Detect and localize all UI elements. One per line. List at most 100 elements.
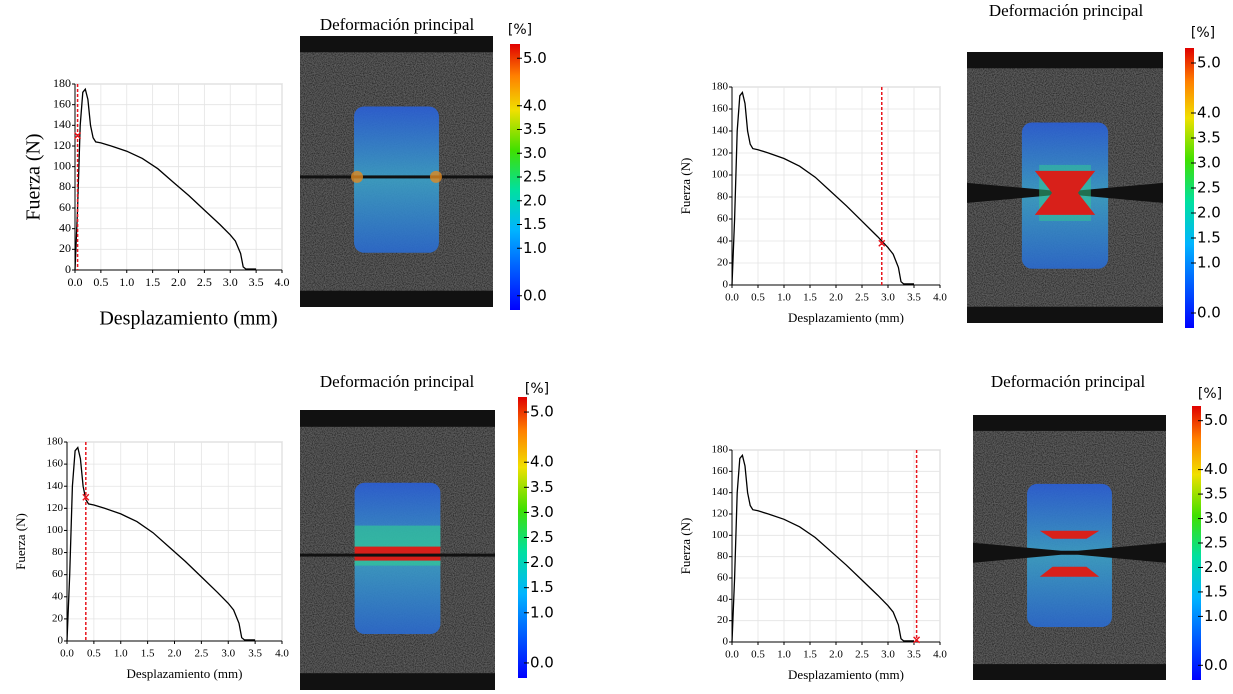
y-tick-label: 40: [717, 235, 729, 247]
x-tick-label: 3.5: [249, 275, 264, 289]
y-tick-label: 120: [712, 508, 729, 520]
colorbar-label: [%]: [525, 381, 549, 397]
colorbar-tick-label: 0.0: [1197, 304, 1221, 322]
x-tick-label: 0.0: [60, 648, 74, 660]
x-tick-label: 1.0: [777, 292, 791, 304]
y-tick-label: 180: [712, 81, 729, 93]
colorbar: [510, 44, 520, 310]
y-tick-label: 20: [52, 612, 64, 624]
x-tick-label: 1.5: [141, 648, 155, 660]
x-tick-label: 2.5: [855, 292, 869, 304]
colorbar-tick-label: 2.0: [1204, 558, 1228, 576]
x-tick-label: 1.0: [777, 649, 791, 661]
panel: 0 20 40 60 80 100 120 140 160 180 0.0 0.5 1.0 1.5 2.0 2…: [13, 372, 554, 690]
dic-image: [967, 52, 1163, 323]
colorbar-tick-label: 4.0: [1204, 460, 1228, 478]
y-tick-label: 0: [65, 262, 71, 276]
x-tick-label: 1.0: [114, 648, 128, 660]
colorbar-tick-label: 0.0: [530, 653, 554, 671]
colorbar-tick-label: 1.5: [1204, 582, 1228, 600]
dic-image: [300, 410, 495, 690]
y-tick-label: 0: [723, 636, 729, 648]
x-tick-label: 4.0: [933, 649, 947, 661]
colorbar-tick-label: 4.0: [1197, 104, 1221, 122]
x-tick-label: 0.0: [725, 649, 739, 661]
y-tick-label: 60: [717, 213, 729, 225]
y-tick-label: 60: [59, 200, 71, 214]
x-tick-label: 1.5: [803, 649, 817, 661]
image-title: Deformación principal: [991, 372, 1146, 391]
panel: 0 20 40 60 80 100 120 140 160 180 0.0 0.5 1.0 1.5 2.0 2…: [678, 372, 1228, 682]
x-axis-label: Desplazamiento (mm): [788, 310, 904, 325]
y-tick-label: 0: [58, 635, 64, 647]
colorbar-tick-label: 1.5: [530, 578, 554, 596]
y-tick-label: 160: [53, 96, 71, 110]
y-tick-label: 120: [47, 502, 64, 514]
image-title: Deformación principal: [989, 1, 1144, 20]
x-tick-label: 0.0: [68, 275, 83, 289]
colorbar-tick-label: 2.5: [1204, 534, 1228, 552]
y-axis-label: Fuerza (N): [678, 518, 693, 575]
colorbar-tick-label: 1.0: [1197, 254, 1221, 272]
colorbar-tick-label: 1.5: [523, 215, 547, 233]
x-tick-label: 4.0: [275, 648, 289, 660]
y-axis-label: Fuerza (N): [23, 133, 45, 220]
y-tick-label: 40: [717, 593, 729, 605]
marker: [913, 636, 921, 644]
x-tick-label: 3.0: [881, 649, 895, 661]
colorbar-tick-label: 5.0: [1204, 411, 1228, 429]
x-tick-label: 3.0: [221, 648, 235, 660]
colorbar-tick-label: 0.0: [1204, 656, 1228, 674]
y-tick-label: 140: [47, 480, 64, 492]
x-tick-label: 4.0: [933, 292, 947, 304]
y-axis-label: Fuerza (N): [678, 158, 693, 215]
x-tick-label: 2.5: [855, 649, 869, 661]
y-tick-label: 40: [52, 590, 64, 602]
y-tick-label: 100: [712, 529, 729, 541]
y-tick-label: 80: [717, 191, 729, 203]
colorbar: [518, 397, 527, 678]
colorbar-tick-label: 2.5: [1197, 179, 1221, 197]
x-tick-label: 2.0: [829, 292, 843, 304]
colorbar-tick-label: 1.0: [523, 239, 547, 257]
x-tick-label: 3.5: [248, 648, 262, 660]
colorbar-tick-label: 2.0: [530, 553, 554, 571]
x-tick-label: 2.5: [195, 648, 209, 660]
x-tick-label: 2.0: [829, 649, 843, 661]
y-tick-label: 80: [52, 546, 64, 558]
image-title: Deformación principal: [320, 372, 475, 391]
curve: [74, 87, 257, 271]
colorbar-tick-label: 5.0: [1197, 54, 1221, 72]
y-tick-label: 100: [712, 169, 729, 181]
y-tick-label: 140: [53, 117, 71, 131]
y-tick-label: 140: [712, 486, 729, 498]
marker: [74, 132, 82, 140]
colorbar-tick-label: 1.0: [1204, 607, 1228, 625]
curve: [731, 91, 914, 286]
colorbar-tick-label: 1.0: [530, 603, 554, 621]
panel: 0 20 40 60 80 100 120 140 160 180 0.0 0.5 1.0 1.5 2.0 2…: [23, 15, 547, 330]
x-tick-label: 4.0: [275, 275, 290, 289]
marker: [878, 239, 886, 247]
x-tick-label: 2.0: [171, 275, 186, 289]
x-tick-label: 1.5: [145, 275, 160, 289]
x-axis-label: Desplazamiento (mm): [788, 667, 904, 682]
y-tick-label: 100: [47, 524, 64, 536]
y-tick-label: 120: [53, 138, 71, 152]
x-tick-label: 3.0: [223, 275, 238, 289]
panel: 0 20 40 60 80 100 120 140 160 180 0.0 0.5 1.0 1.5 2.0 2…: [678, 1, 1221, 328]
curve: [731, 453, 914, 643]
x-tick-label: 3.0: [881, 292, 895, 304]
y-tick-label: 140: [712, 125, 729, 137]
y-tick-label: 100: [53, 158, 71, 172]
dic-image: [300, 36, 493, 307]
colorbar-tick-label: 3.0: [530, 503, 554, 521]
y-tick-label: 180: [47, 436, 64, 448]
colorbar-tick-label: 5.0: [530, 403, 554, 421]
colorbar-tick-label: 5.0: [523, 49, 547, 67]
colorbar-tick-label: 3.5: [530, 478, 554, 496]
x-tick-label: 3.5: [907, 292, 921, 304]
x-tick-label: 2.0: [168, 648, 182, 660]
y-tick-label: 160: [712, 465, 729, 477]
